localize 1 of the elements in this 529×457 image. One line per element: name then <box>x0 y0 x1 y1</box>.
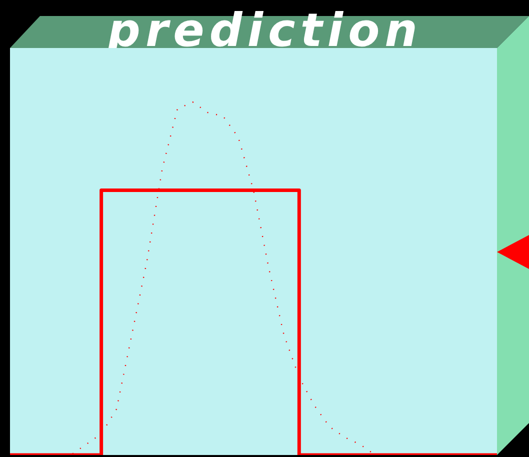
chart-title: prediction <box>106 3 424 57</box>
